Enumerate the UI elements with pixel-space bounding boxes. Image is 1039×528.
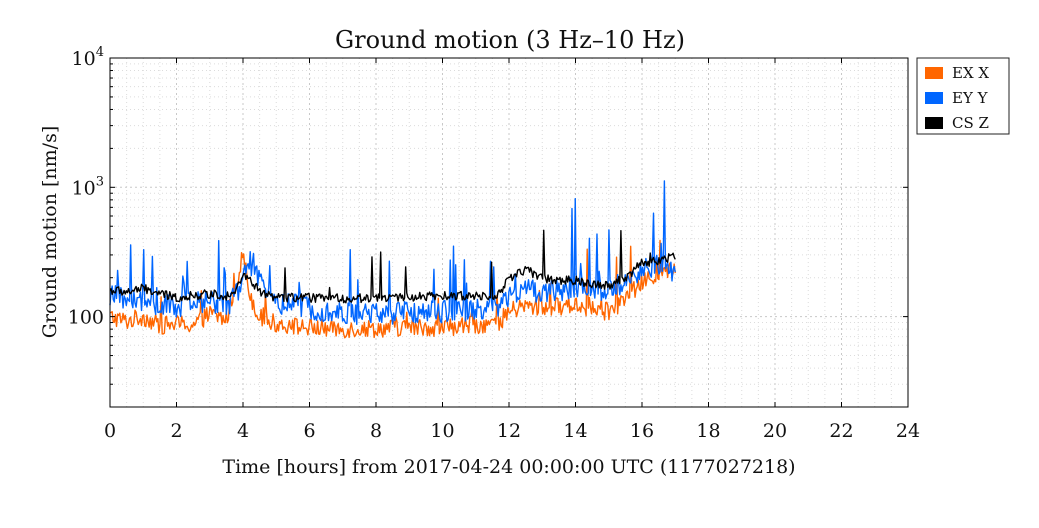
x-tick-label: 20 xyxy=(763,420,787,442)
chart-title-main: Ground motion xyxy=(335,26,526,54)
x-tick-label: 24 xyxy=(896,420,920,442)
series-line-ey-y xyxy=(109,180,676,326)
x-tick-label: 16 xyxy=(630,420,654,442)
x-tick-label: 2 xyxy=(170,420,182,442)
series-line-cs-z xyxy=(109,229,676,304)
grid xyxy=(110,58,908,407)
legend-swatch xyxy=(925,117,943,129)
y-tick-label: 100 xyxy=(68,307,104,329)
legend-label: CS Z xyxy=(952,114,989,132)
x-tick-labels: 0 2 4 6 8 10 12 14 16 18 20 22 24 xyxy=(104,58,920,442)
plot-series xyxy=(109,180,676,339)
x-axis-label: Time [hours] from 2017-04-24 00:00:00 UT… xyxy=(222,456,795,478)
x-tick-label: 0 xyxy=(104,420,116,442)
chart-title: Ground motion (3 Hz–10 Hz) xyxy=(335,26,685,54)
x-tick-label: 22 xyxy=(829,420,853,442)
legend-swatch xyxy=(925,92,943,104)
y-axis-label: Ground motion [nm/s] xyxy=(39,126,61,339)
legend-label: EX X xyxy=(952,64,989,82)
x-tick-label: 14 xyxy=(563,420,587,442)
legend: EX X EY Y CS Z xyxy=(916,57,1010,135)
x-tick-label: 18 xyxy=(696,420,720,442)
x-tick-label: 6 xyxy=(303,420,315,442)
y-tick-label: 104 xyxy=(72,45,104,70)
x-tick-label: 8 xyxy=(370,420,382,442)
y-tick-labels: 100 103 104 xyxy=(68,45,908,385)
y-tick-label: 103 xyxy=(72,174,104,199)
x-tick-label: 4 xyxy=(237,420,249,442)
legend-swatch xyxy=(925,67,943,79)
x-tick-label: 10 xyxy=(430,420,454,442)
plot-frame xyxy=(109,57,909,408)
chart-title-range: (3 Hz–10 Hz) xyxy=(526,26,685,54)
x-tick-label: 12 xyxy=(497,420,521,442)
legend-label: EY Y xyxy=(952,89,989,107)
